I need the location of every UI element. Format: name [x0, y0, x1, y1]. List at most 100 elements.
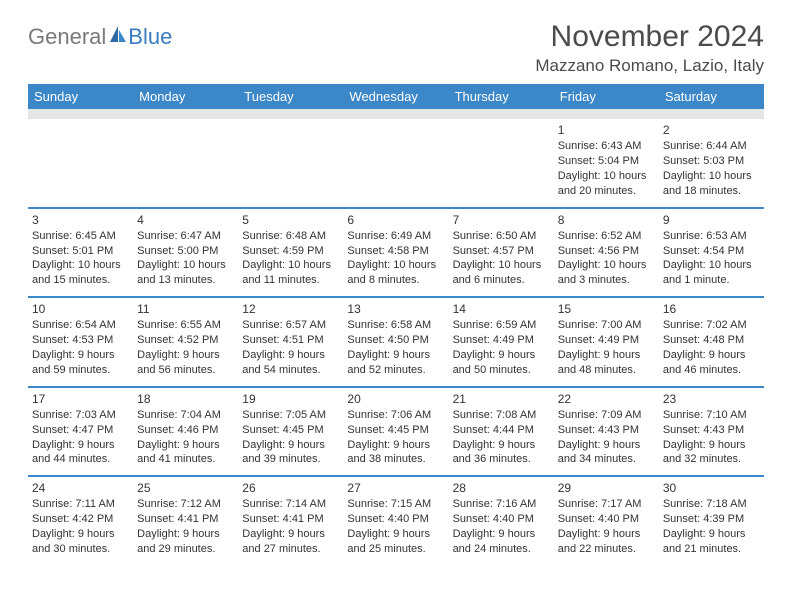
location-label: Mazzano Romano, Lazio, Italy — [535, 56, 764, 76]
sunrise-text: Sunrise: 6:58 AM — [347, 318, 444, 333]
daylight-text: Daylight: 10 hours — [453, 258, 550, 273]
sunset-text: Sunset: 5:00 PM — [137, 244, 234, 259]
day-number: 27 — [347, 480, 444, 496]
week-row: 24Sunrise: 7:11 AMSunset: 4:42 PMDayligh… — [28, 477, 764, 565]
daylight-text: and 3 minutes. — [558, 273, 655, 288]
sunset-text: Sunset: 4:40 PM — [558, 512, 655, 527]
daylight-text: Daylight: 10 hours — [663, 258, 760, 273]
day-cell: 10Sunrise: 6:54 AMSunset: 4:53 PMDayligh… — [28, 298, 133, 387]
sunrise-text: Sunrise: 7:05 AM — [242, 408, 339, 423]
sunset-text: Sunset: 4:51 PM — [242, 333, 339, 348]
daylight-text: Daylight: 9 hours — [453, 438, 550, 453]
day-cell: 14Sunrise: 6:59 AMSunset: 4:49 PMDayligh… — [449, 298, 554, 387]
daylight-text: Daylight: 10 hours — [663, 169, 760, 184]
day-cell: 17Sunrise: 7:03 AMSunset: 4:47 PMDayligh… — [28, 388, 133, 477]
day-number: 22 — [558, 391, 655, 407]
day-cell: 8Sunrise: 6:52 AMSunset: 4:56 PMDaylight… — [554, 209, 659, 298]
day-cell: 22Sunrise: 7:09 AMSunset: 4:43 PMDayligh… — [554, 388, 659, 477]
sunset-text: Sunset: 4:48 PM — [663, 333, 760, 348]
day-cell: 18Sunrise: 7:04 AMSunset: 4:46 PMDayligh… — [133, 388, 238, 477]
day-header: Monday — [133, 84, 238, 109]
sunset-text: Sunset: 4:43 PM — [663, 423, 760, 438]
sunset-text: Sunset: 4:47 PM — [32, 423, 129, 438]
daylight-text: and 50 minutes. — [453, 363, 550, 378]
day-header: Wednesday — [343, 84, 448, 109]
sunset-text: Sunset: 4:41 PM — [137, 512, 234, 527]
sunrise-text: Sunrise: 7:11 AM — [32, 497, 129, 512]
daylight-text: Daylight: 9 hours — [137, 438, 234, 453]
daylight-text: Daylight: 9 hours — [137, 348, 234, 363]
day-cell: 7Sunrise: 6:50 AMSunset: 4:57 PMDaylight… — [449, 209, 554, 298]
daylight-text: and 21 minutes. — [663, 542, 760, 557]
daylight-text: Daylight: 9 hours — [663, 348, 760, 363]
day-number: 11 — [137, 301, 234, 317]
day-number: 5 — [242, 212, 339, 228]
daylight-text: Daylight: 9 hours — [347, 527, 444, 542]
day-cell: 30Sunrise: 7:18 AMSunset: 4:39 PMDayligh… — [659, 477, 764, 565]
day-cell: 11Sunrise: 6:55 AMSunset: 4:52 PMDayligh… — [133, 298, 238, 387]
sunrise-text: Sunrise: 6:50 AM — [453, 229, 550, 244]
sunrise-text: Sunrise: 7:16 AM — [453, 497, 550, 512]
header: General Blue November 2024 Mazzano Roman… — [28, 20, 764, 76]
day-number: 12 — [242, 301, 339, 317]
daylight-text: and 41 minutes. — [137, 452, 234, 467]
day-cell: 21Sunrise: 7:08 AMSunset: 4:44 PMDayligh… — [449, 388, 554, 477]
sunrise-text: Sunrise: 7:06 AM — [347, 408, 444, 423]
daylight-text: Daylight: 9 hours — [663, 527, 760, 542]
week-row: 1Sunrise: 6:43 AMSunset: 5:04 PMDaylight… — [28, 119, 764, 208]
sunrise-text: Sunrise: 6:52 AM — [558, 229, 655, 244]
day-cell: 6Sunrise: 6:49 AMSunset: 4:58 PMDaylight… — [343, 209, 448, 298]
daylight-text: Daylight: 9 hours — [453, 527, 550, 542]
day-cell: 16Sunrise: 7:02 AMSunset: 4:48 PMDayligh… — [659, 298, 764, 387]
day-header: Sunday — [28, 84, 133, 109]
sunrise-text: Sunrise: 7:03 AM — [32, 408, 129, 423]
daylight-text: Daylight: 10 hours — [347, 258, 444, 273]
sunrise-text: Sunrise: 7:00 AM — [558, 318, 655, 333]
day-cell: 27Sunrise: 7:15 AMSunset: 4:40 PMDayligh… — [343, 477, 448, 565]
day-header: Saturday — [659, 84, 764, 109]
daylight-text: and 24 minutes. — [453, 542, 550, 557]
daylight-text: and 44 minutes. — [32, 452, 129, 467]
daylight-text: and 1 minute. — [663, 273, 760, 288]
daylight-text: and 29 minutes. — [137, 542, 234, 557]
day-number: 1 — [558, 122, 655, 138]
day-cell: 15Sunrise: 7:00 AMSunset: 4:49 PMDayligh… — [554, 298, 659, 387]
daylight-text: Daylight: 9 hours — [242, 438, 339, 453]
day-number: 20 — [347, 391, 444, 407]
day-header: Tuesday — [238, 84, 343, 109]
sunrise-text: Sunrise: 6:59 AM — [453, 318, 550, 333]
day-cell: 20Sunrise: 7:06 AMSunset: 4:45 PMDayligh… — [343, 388, 448, 477]
daylight-text: and 48 minutes. — [558, 363, 655, 378]
sunrise-text: Sunrise: 7:10 AM — [663, 408, 760, 423]
daylight-text: and 13 minutes. — [137, 273, 234, 288]
day-cell: 23Sunrise: 7:10 AMSunset: 4:43 PMDayligh… — [659, 388, 764, 477]
daylight-text: and 8 minutes. — [347, 273, 444, 288]
day-number: 13 — [347, 301, 444, 317]
sunset-text: Sunset: 4:45 PM — [347, 423, 444, 438]
sunrise-text: Sunrise: 6:43 AM — [558, 139, 655, 154]
day-cell: 5Sunrise: 6:48 AMSunset: 4:59 PMDaylight… — [238, 209, 343, 298]
sunset-text: Sunset: 5:01 PM — [32, 244, 129, 259]
sunset-text: Sunset: 4:59 PM — [242, 244, 339, 259]
sunrise-text: Sunrise: 7:12 AM — [137, 497, 234, 512]
day-header-row: Sunday Monday Tuesday Wednesday Thursday… — [28, 84, 764, 109]
sunrise-text: Sunrise: 7:17 AM — [558, 497, 655, 512]
daylight-text: Daylight: 10 hours — [32, 258, 129, 273]
daylight-text: Daylight: 10 hours — [558, 169, 655, 184]
day-cell: 2Sunrise: 6:44 AMSunset: 5:03 PMDaylight… — [659, 119, 764, 208]
sunrise-text: Sunrise: 7:18 AM — [663, 497, 760, 512]
day-cell: 4Sunrise: 6:47 AMSunset: 5:00 PMDaylight… — [133, 209, 238, 298]
sunset-text: Sunset: 4:42 PM — [32, 512, 129, 527]
sunset-text: Sunset: 4:41 PM — [242, 512, 339, 527]
daylight-text: and 6 minutes. — [453, 273, 550, 288]
month-title: November 2024 — [535, 20, 764, 54]
title-block: November 2024 Mazzano Romano, Lazio, Ita… — [535, 20, 764, 76]
day-number: 16 — [663, 301, 760, 317]
sunrise-text: Sunrise: 6:53 AM — [663, 229, 760, 244]
logo-part2: Blue — [128, 24, 172, 50]
daylight-text: Daylight: 9 hours — [347, 438, 444, 453]
sunset-text: Sunset: 4:39 PM — [663, 512, 760, 527]
day-number: 21 — [453, 391, 550, 407]
sunset-text: Sunset: 4:57 PM — [453, 244, 550, 259]
day-number: 25 — [137, 480, 234, 496]
